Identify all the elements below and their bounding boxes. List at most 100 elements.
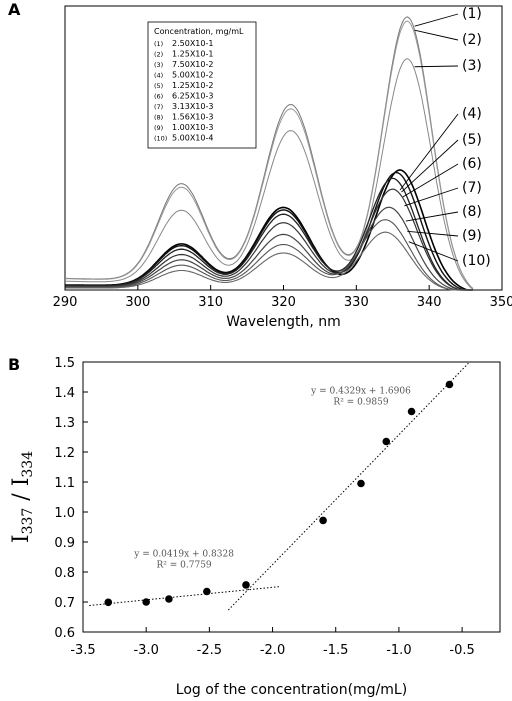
- data-point: [242, 581, 250, 589]
- y-tick-label: 1.4: [54, 386, 75, 401]
- y-tick-label: 0.9: [54, 536, 75, 551]
- curve-label: (7): [462, 180, 482, 196]
- fit-1-r2: R² = 0.7759: [157, 561, 212, 571]
- panel-b-y-axis-label: I337 / I334: [9, 451, 36, 543]
- fit-2-equation: y = 0.4329x + 1.6906: [310, 387, 411, 397]
- legend-entry-value: 1.56X10-3: [172, 113, 213, 122]
- panel-a-label: A: [8, 0, 21, 19]
- legend-entry-number: (3): [154, 61, 163, 69]
- curve-label-leader: [405, 211, 459, 222]
- curve-label-leader: [402, 163, 459, 198]
- legend-entry-value: 3.13X10-3: [172, 102, 213, 111]
- spectrum-curve: [65, 206, 473, 291]
- curve-label-leader: [407, 230, 459, 237]
- curve-label: (8): [462, 204, 482, 220]
- spectrum-curve: [65, 231, 473, 291]
- panel-b-x-axis-label: Log of the concentration(mg/mL): [176, 682, 407, 698]
- legend-entry-number: (8): [154, 114, 163, 122]
- legend-entry-value: 7.50X10-2: [172, 60, 213, 69]
- legend-entry-number: (1): [154, 40, 163, 48]
- curve-label-leader: [399, 113, 459, 191]
- curve-label-leader: [414, 65, 459, 68]
- y-label-mid: / I: [9, 478, 34, 508]
- data-point: [445, 380, 454, 389]
- y-label-sub-337: 337: [20, 508, 36, 535]
- panel-a-curve-labels: (1) (2) (3) (4) (5) (6) (7) (8) (9) (10): [399, 6, 491, 269]
- x-tick-label: -2.5: [197, 643, 222, 658]
- legend-entry-value: 5.00X10-2: [172, 71, 213, 80]
- data-point: [319, 516, 327, 525]
- y-tick-label: 1.5: [54, 356, 75, 371]
- spectrum-curve: [64, 171, 473, 291]
- legend-entry-number: (4): [154, 72, 163, 80]
- spectrum-curve: [65, 177, 473, 291]
- panel-a-legend: Concentration, mg/mL (1) 2.50X10-1 (2) 1.25…: [147, 21, 257, 149]
- curve-label: (3): [462, 58, 482, 74]
- curve-label-leader: [414, 29, 459, 41]
- legend-entry-value: 1.00X10-3: [172, 123, 213, 132]
- legend-entry-value: 6.25X10-3: [172, 92, 213, 101]
- curve-label-leader: [404, 187, 459, 207]
- panel-a-curves: [64, 16, 474, 291]
- x-tick-label: 290: [53, 295, 78, 310]
- fit-line: [89, 586, 279, 607]
- panel-a-x-axis-label: Wavelength, nm: [226, 314, 340, 330]
- y-tick-label: 1.3: [54, 416, 75, 431]
- spectrum-curve: [65, 219, 473, 291]
- x-tick-label: 350: [490, 295, 512, 310]
- curve-label: (6): [462, 156, 482, 172]
- panel-b-fit-lines: [89, 362, 469, 611]
- panel-a-frame: [64, 5, 503, 291]
- curve-label: (10): [462, 253, 491, 269]
- x-tick-label: -3.5: [70, 643, 95, 658]
- y-tick-label: 1.0: [54, 506, 75, 521]
- legend-entry-number: (9): [154, 124, 163, 132]
- data-point: [407, 407, 416, 416]
- x-tick-label: 320: [271, 295, 296, 310]
- panel-a-x-ticks: 290 300 310 320 330 340 350: [53, 285, 512, 310]
- y-label-sub-334: 334: [20, 451, 36, 478]
- data-point: [104, 598, 113, 607]
- legend-entry-number: (5): [154, 82, 163, 90]
- y-label-i: I: [9, 534, 34, 543]
- panel-b-label: B: [8, 355, 20, 374]
- legend-entry-value: 1.25X10-2: [172, 81, 213, 90]
- legend-entry-value: 5.00X10-4: [172, 134, 213, 143]
- data-point: [165, 595, 173, 603]
- curve-label: (9): [462, 228, 482, 244]
- y-tick-label: 0.8: [54, 566, 75, 581]
- x-tick-label: -1.0: [386, 643, 411, 658]
- panel-b-chart: -3.5 -3.0 -2.5 -2.0 -1.5 -1.0 -0.5 0.60.70.80.…: [9, 356, 501, 698]
- y-tick-label: 1.1: [54, 476, 75, 491]
- data-point: [382, 437, 391, 446]
- curve-label: (1): [462, 6, 482, 22]
- spectrum-curve: [64, 58, 474, 290]
- legend-entry-number: (10): [154, 135, 167, 143]
- x-tick-label: -0.5: [449, 643, 474, 658]
- y-tick-label: 1.2: [54, 446, 75, 461]
- fit-line: [227, 362, 469, 611]
- x-tick-label: 330: [344, 295, 369, 310]
- spectrum-curve: [65, 20, 474, 290]
- fit-1-equation: y = 0.0419x + 0.8328: [133, 549, 234, 559]
- data-point: [142, 598, 150, 606]
- data-point: [357, 479, 365, 488]
- panel-b-frame: [82, 361, 501, 633]
- legend-entry-number: (7): [154, 103, 163, 111]
- spectrum-curve: [64, 169, 473, 291]
- data-point: [203, 587, 211, 596]
- panel-b-y-ticks: 0.6 0.7 0.8 0.9 1.0 1.1 1.2 1.3 1.4 1.5: [54, 356, 88, 641]
- legend-entry-value: 1.25X10-1: [172, 50, 213, 59]
- panel-b-points: [104, 380, 454, 607]
- curve-label-leader: [414, 13, 459, 27]
- curve-label: (2): [462, 32, 482, 48]
- curve-label-leader: [408, 241, 459, 262]
- x-tick-label: 340: [417, 295, 442, 310]
- curve-label: (4): [462, 106, 482, 122]
- x-tick-label: -1.5: [323, 643, 348, 658]
- y-tick-label: 0.7: [54, 596, 75, 611]
- legend-title: Concentration, mg/mL: [154, 27, 244, 36]
- x-tick-label: -3.0: [133, 643, 158, 658]
- legend-entry-number: (2): [154, 51, 163, 59]
- x-tick-label: -2.0: [260, 643, 285, 658]
